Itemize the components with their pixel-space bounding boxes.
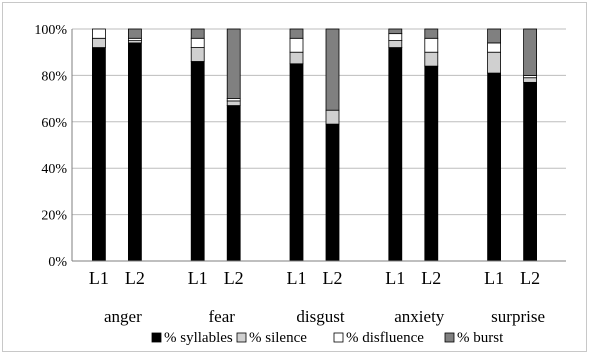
bar-segment-silence xyxy=(92,37,106,48)
bar-segment-burst xyxy=(523,28,537,76)
legend-label: % silence xyxy=(249,330,307,346)
bar-segment-silence xyxy=(424,51,439,67)
bar-segment-syllables xyxy=(289,63,304,262)
legend-label: % disfluence xyxy=(346,330,424,346)
x-tick-label: L1 xyxy=(287,268,307,288)
bar-segment-syllables xyxy=(92,47,106,262)
legend-swatch xyxy=(236,332,247,343)
bar-segment-silence xyxy=(190,47,205,62)
bar-segment-burst xyxy=(289,28,304,39)
y-tick-label: 80% xyxy=(41,69,67,84)
y-tick-label: 20% xyxy=(41,209,67,224)
gridlines xyxy=(72,28,566,216)
x-tick-label: L1 xyxy=(188,268,208,288)
bar-segment-syllables xyxy=(127,42,142,262)
bar-segment-disfluence xyxy=(289,37,304,53)
y-axis: 0% 20% 40% 60% 80% 100% xyxy=(34,23,73,270)
group-label: anger xyxy=(104,307,142,326)
bar-segment-disfluence xyxy=(190,37,205,48)
bar-segment-silence xyxy=(388,40,403,48)
legend-swatch xyxy=(151,332,162,343)
bar-segment-syllables xyxy=(424,65,439,262)
legend-label: % syllables xyxy=(164,330,233,346)
x-tick-label: L1 xyxy=(484,268,504,288)
x-tick-label: L1 xyxy=(89,268,109,288)
bar-segment-disfluence xyxy=(487,42,502,53)
y-tick-label: 0% xyxy=(48,255,67,270)
bar-segment-disfluence xyxy=(388,33,403,41)
bar-segment-syllables xyxy=(190,61,205,262)
group-label: anxiety xyxy=(394,307,445,326)
x-tick-label: L2 xyxy=(520,268,540,288)
bar-segment-burst xyxy=(487,28,502,44)
x-tick-label: L2 xyxy=(125,268,145,288)
bar-segment-syllables xyxy=(487,72,502,262)
bar-segment-syllables xyxy=(523,81,537,262)
y-tick-label: 40% xyxy=(41,162,67,177)
bar-segment-burst xyxy=(226,28,241,99)
bar-segment-silence xyxy=(523,77,537,83)
bars xyxy=(92,28,537,262)
legend: % syllables % silence % disfluence % burst xyxy=(151,330,504,346)
bar-segment-silence xyxy=(226,100,241,106)
bar-segment-silence xyxy=(487,51,502,74)
legend-swatch xyxy=(444,332,455,343)
bar-segment-burst xyxy=(424,28,439,39)
bar-segment-burst xyxy=(127,28,142,39)
group-label: fear xyxy=(208,307,235,326)
bar-segment-syllables xyxy=(226,105,241,262)
x-tick-label: L1 xyxy=(385,268,405,288)
bar-segment-burst xyxy=(325,28,340,111)
group-label: disgust xyxy=(296,307,344,326)
bar-segment-burst xyxy=(190,28,205,39)
bar-segment-syllables xyxy=(325,123,340,262)
x-tick-label: L2 xyxy=(323,268,343,288)
group-label: surprise xyxy=(491,307,545,326)
y-tick-label: 60% xyxy=(41,116,67,131)
bar-segment-silence xyxy=(325,109,340,125)
bar-segment-syllables xyxy=(388,47,403,262)
legend-swatch xyxy=(333,332,344,343)
bar-segment-burst xyxy=(388,28,403,35)
bar-segment-silence xyxy=(289,51,304,65)
y-tick-label: 100% xyxy=(34,23,67,38)
x-tick-label: L2 xyxy=(224,268,244,288)
x-tick-label: L2 xyxy=(421,268,441,288)
bar-segment-disfluence xyxy=(424,37,439,53)
legend-label: % burst xyxy=(457,330,504,346)
bar-segment-disfluence xyxy=(92,28,106,39)
